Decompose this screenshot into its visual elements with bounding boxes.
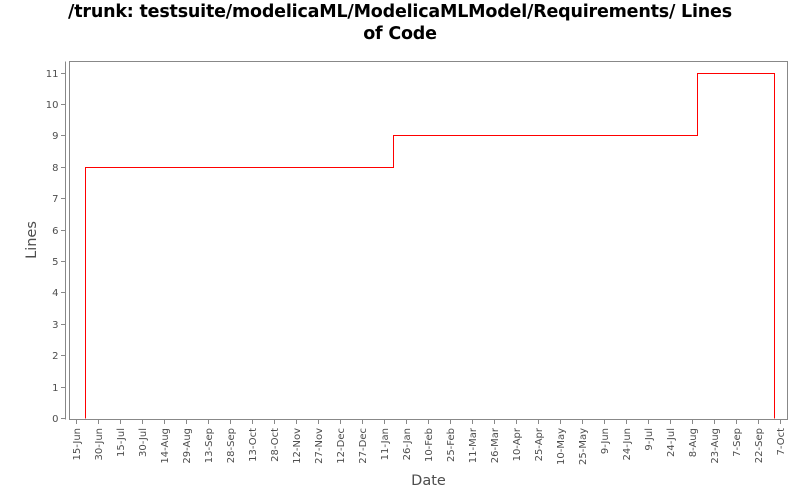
y-tick-label: 1 <box>52 383 58 394</box>
x-tick-label: 11-Jan <box>380 428 391 460</box>
y-axis-title: Lines <box>24 221 40 259</box>
chart-title-line-1: /trunk: testsuite/modelicaML/ModelicaMLM… <box>68 2 732 22</box>
x-tick-label: 8-Aug <box>688 428 699 457</box>
x-tick-label: 15-Jun <box>72 428 83 461</box>
y-tick-label: 3 <box>52 320 58 331</box>
x-tick-label: 10-Apr <box>512 427 523 461</box>
x-tick-label: 10-Feb <box>424 428 435 462</box>
y-tick-label: 4 <box>52 288 58 299</box>
x-tick-label: 23-Aug <box>710 428 721 464</box>
x-tick-label: 15-Jul <box>116 428 127 457</box>
y-tick-label: 6 <box>52 226 58 237</box>
x-tick-label: 12-Dec <box>336 428 347 464</box>
x-tick-label: 25-Feb <box>446 428 457 462</box>
y-axis-ticks <box>61 73 66 419</box>
y-tick-label: 10 <box>46 100 59 111</box>
x-tick-label: 27-Nov <box>314 428 325 464</box>
x-axis-tick-labels: 15-Jun 30-Jun 15-Jul 30-Jul 14-Aug 29-Aug 13-S… <box>72 427 787 465</box>
y-axis-tick-labels: 0 1 2 3 4 5 6 7 8 9 10 11 <box>46 69 59 425</box>
x-tick-label: 27-Dec <box>358 428 369 464</box>
x-tick-label: 28-Sep <box>226 428 237 463</box>
x-tick-label: 13-Sep <box>204 428 215 463</box>
x-tick-label: 10-May <box>556 428 567 465</box>
x-tick-label: 14-Aug <box>160 428 171 464</box>
x-tick-label: 13-Oct <box>248 428 259 462</box>
plot-border <box>69 61 788 420</box>
x-tick-label: 9-Jul <box>644 428 655 451</box>
y-tick-label: 11 <box>46 69 59 80</box>
x-tick-label: 30-Jun <box>94 428 105 461</box>
y-tick-label: 5 <box>52 257 58 268</box>
x-tick-label: 24-Jul <box>666 428 677 457</box>
x-tick-label: 25-Apr <box>534 427 545 461</box>
x-tick-label: 11-Mar <box>468 427 479 463</box>
x-tick-label: 29-Aug <box>182 428 193 464</box>
x-tick-label: 7-Sep <box>732 428 743 457</box>
loc-series-line <box>85 73 775 419</box>
x-axis-title: Date <box>411 473 446 489</box>
chart-title-line-2: of Code <box>363 24 437 44</box>
x-tick-label: 28-Oct <box>270 428 281 462</box>
x-tick-label: 9-Jun <box>600 428 611 454</box>
x-tick-label: 26-Mar <box>490 427 501 463</box>
x-tick-label: 30-Jul <box>138 428 149 457</box>
x-tick-label: 24-Jun <box>622 428 633 461</box>
x-tick-label: 22-Sep <box>754 428 765 463</box>
y-tick-label: 2 <box>52 351 58 362</box>
y-tick-label: 9 <box>52 131 58 142</box>
x-axis-ticks <box>76 419 781 424</box>
y-tick-label: 8 <box>52 163 58 174</box>
x-tick-label: 7-Oct <box>776 428 787 456</box>
chart-title: /trunk: testsuite/modelicaML/ModelicaMLM… <box>0 1 800 45</box>
x-tick-label: 25-May <box>578 428 589 465</box>
x-tick-label: 26-Jan <box>402 428 413 460</box>
y-tick-label: 7 <box>52 194 58 205</box>
x-tick-label: 12-Nov <box>292 428 303 464</box>
y-tick-label: 0 <box>52 414 58 425</box>
